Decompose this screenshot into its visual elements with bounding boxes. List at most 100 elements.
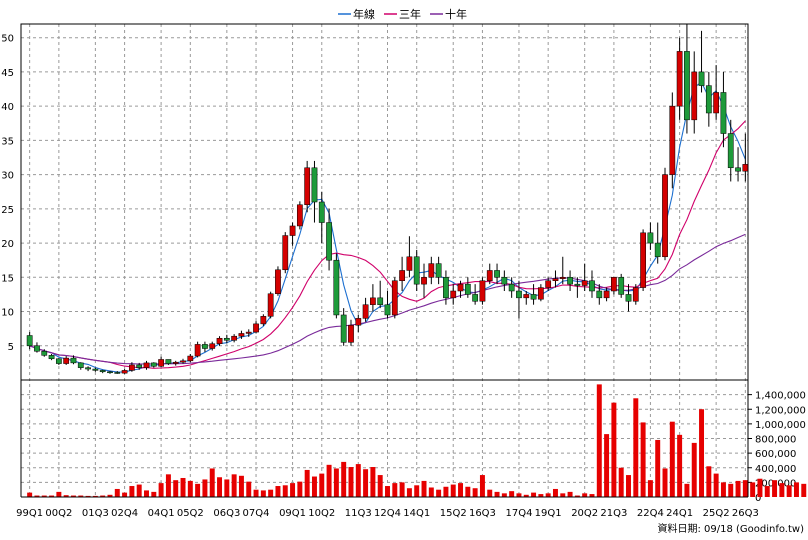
volume-bar bbox=[582, 493, 588, 497]
x-tick-label: 19Q1 bbox=[535, 508, 562, 519]
volume-bar bbox=[209, 468, 215, 497]
price-tick-label: 15 bbox=[1, 273, 14, 284]
candle-body bbox=[158, 359, 164, 367]
volume-bar bbox=[793, 482, 799, 497]
candle-body bbox=[632, 287, 639, 302]
volume-bar bbox=[70, 495, 76, 497]
volume-bar bbox=[640, 422, 646, 497]
volume-bar bbox=[151, 491, 157, 497]
candle-body bbox=[523, 294, 530, 299]
candle-body bbox=[501, 277, 508, 285]
candle-body bbox=[494, 270, 500, 278]
price-plot-frame bbox=[20, 23, 749, 381]
candle-body bbox=[41, 350, 48, 356]
volume-bar bbox=[567, 491, 573, 497]
volume-bar bbox=[385, 486, 390, 497]
candle-body bbox=[443, 277, 449, 299]
candle-body bbox=[472, 294, 479, 302]
x-tick-label: 25Q2 bbox=[703, 508, 730, 519]
volume-bar bbox=[41, 495, 47, 497]
candle-body bbox=[698, 71, 705, 86]
price-tick-label: 40 bbox=[1, 102, 14, 113]
candle-body bbox=[684, 51, 690, 121]
candle-body bbox=[26, 335, 33, 347]
price-tick-label: 30 bbox=[1, 171, 14, 182]
candle-body bbox=[735, 167, 741, 172]
volume-bar bbox=[333, 468, 339, 497]
volume-bar bbox=[611, 402, 617, 497]
candle-body bbox=[413, 256, 420, 285]
volume-bar bbox=[647, 480, 653, 497]
candle-body bbox=[428, 263, 435, 278]
volume-bar bbox=[458, 483, 464, 497]
volume-bar bbox=[589, 494, 595, 497]
volume-bar bbox=[684, 483, 690, 497]
candle-body bbox=[647, 232, 654, 244]
candle-body bbox=[464, 283, 471, 295]
volume-bar bbox=[560, 493, 566, 497]
volume-bar bbox=[720, 482, 726, 497]
volume-bar bbox=[662, 468, 668, 497]
candle-body bbox=[85, 367, 91, 370]
volume-bar bbox=[487, 489, 493, 497]
volume-tick-label: 1,000,000 bbox=[755, 420, 806, 431]
x-tick-label: 01Q3 bbox=[82, 508, 109, 519]
volume-bar bbox=[92, 495, 98, 497]
volume-bar bbox=[618, 467, 624, 497]
candle-body bbox=[720, 92, 727, 134]
grid-lines bbox=[21, 24, 748, 497]
volume-tick-label: 1,200,000 bbox=[755, 405, 806, 416]
legend-label-ma-year: 年線 bbox=[353, 7, 375, 21]
x-tick-label: 07Q4 bbox=[243, 508, 270, 519]
volume-bar bbox=[363, 469, 369, 497]
candle-body bbox=[640, 232, 646, 288]
candle-body bbox=[662, 174, 668, 258]
volume-tick-label-zero: 0 bbox=[755, 493, 761, 504]
candle-body bbox=[508, 283, 515, 292]
volume-bar bbox=[144, 490, 149, 497]
volume-bar bbox=[195, 483, 201, 497]
price-axis: 5 10 15 20 25 30 35 40 45 50 bbox=[1, 34, 14, 353]
candle-body bbox=[589, 280, 595, 292]
candle-body bbox=[384, 304, 391, 316]
candle-body bbox=[209, 343, 216, 349]
candle-body bbox=[486, 270, 493, 281]
volume-bar bbox=[165, 474, 171, 497]
volume-bar bbox=[742, 480, 748, 497]
candle-body bbox=[377, 297, 384, 305]
data-date-footer: 資料日期: 09/18 (Goodinfo.tw) bbox=[657, 522, 804, 535]
volume-bar bbox=[297, 481, 303, 497]
volume-bar bbox=[501, 493, 507, 497]
candle-body bbox=[296, 204, 303, 227]
volume-bar bbox=[231, 474, 237, 497]
x-tick-label: 04Q1 bbox=[148, 508, 175, 519]
volume-bar bbox=[574, 495, 580, 497]
volume-bar bbox=[699, 409, 705, 497]
volume-bar bbox=[260, 490, 266, 497]
plot-frames bbox=[20, 23, 749, 498]
volume-bar bbox=[443, 486, 449, 497]
volume-bar bbox=[428, 487, 434, 497]
candle-body bbox=[669, 105, 676, 175]
x-tick-label: 22Q4 bbox=[637, 508, 664, 519]
volume-bar bbox=[268, 489, 274, 497]
candle-body bbox=[552, 278, 559, 281]
candle-body bbox=[194, 344, 201, 357]
candle-body bbox=[537, 287, 544, 300]
volume-bar bbox=[626, 475, 631, 497]
price-tick-label: 35 bbox=[1, 136, 14, 147]
volume-bar bbox=[523, 494, 529, 497]
candle-body bbox=[48, 355, 55, 360]
candle-body bbox=[603, 290, 610, 299]
price-tick-label: 50 bbox=[1, 34, 14, 45]
volume-bar bbox=[49, 495, 55, 497]
candle-body bbox=[399, 270, 405, 281]
volume-bar bbox=[801, 483, 807, 497]
volume-bar bbox=[399, 482, 405, 497]
candle-body bbox=[172, 361, 179, 364]
candle-body bbox=[574, 283, 581, 286]
candle-body bbox=[114, 372, 121, 374]
volume-bar bbox=[421, 480, 427, 497]
candle-body bbox=[516, 290, 522, 299]
x-tick-label: 06Q3 bbox=[213, 508, 240, 519]
